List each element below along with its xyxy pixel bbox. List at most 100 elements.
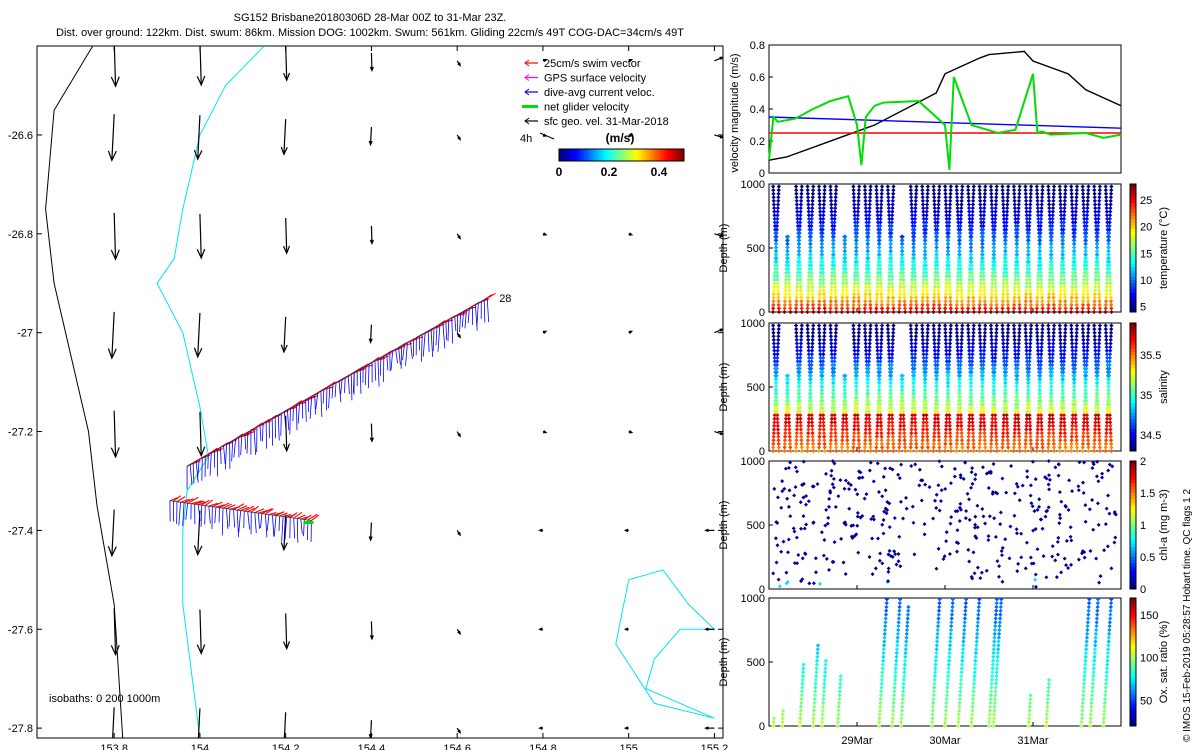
section-point [817,195,822,200]
section-point [796,241,801,247]
section-point [879,295,884,300]
colorbar-cell [664,149,667,161]
section-point [817,205,823,211]
section-point [799,302,804,307]
section-point [828,295,834,300]
section-point [879,291,884,297]
geo-arrow-head [282,245,291,255]
section-point [866,220,872,225]
section-point [864,277,869,282]
colorbar-cell [1130,342,1136,346]
section-point [818,220,823,225]
geo-velocity-arrow [369,522,373,541]
section-point [773,231,778,236]
section-point [833,295,838,300]
dac-vector [247,511,250,530]
colorbar-cell [1130,235,1136,239]
geo-velocity-arrow [112,707,115,738]
colorbar-cell [1130,308,1136,313]
section-point [771,288,777,293]
swim-vector [293,511,303,519]
section-point [880,309,885,315]
geo-arrow-head [628,133,634,137]
colorbar-cell [659,149,662,161]
colorbar-frame [1129,183,1137,313]
section-point [786,266,791,272]
geo-velocity-arrow [370,621,373,639]
section-point [829,205,834,211]
swim-vector [236,505,248,511]
swim-vector [374,357,386,362]
section-point [787,295,792,300]
section-point [784,234,790,239]
dac-vector [286,409,290,431]
section-point [776,299,781,304]
section-point [841,281,846,286]
dac-vector [398,347,401,365]
section-point [830,231,835,236]
section-point [863,195,868,200]
section-point [852,216,858,221]
colorbar-cell [621,149,625,161]
section-point [855,209,861,214]
colorbar-tick-label: 0.5 [1140,552,1155,564]
dac-vector [377,359,380,387]
section-point [865,238,870,243]
geo-arrow-head [457,136,461,141]
section-point [887,231,893,236]
dac-vector [422,332,426,357]
depth-label: Depth (m) [718,224,730,273]
section-point [832,277,837,282]
section-point [799,299,804,304]
colorbar-cell [1130,225,1136,230]
section-point [798,216,803,221]
dac-vector [265,514,268,538]
panel-ytick-label: 0.4 [750,104,765,116]
legend-arrowhead [524,88,530,96]
section-point [793,184,799,189]
section-point [793,306,799,311]
colorbar-cell [661,149,665,161]
colorbar-cell [1130,486,1136,491]
section-point [844,281,849,286]
dac-vector [209,452,212,476]
section-point [832,216,837,221]
section-point [834,306,839,311]
section-point [799,309,805,315]
colorbar-cell [576,149,580,161]
colorbar-cell [1130,367,1136,372]
colorbar-cell [594,149,597,161]
panel-ytick-label: 0.2 [750,136,765,148]
section-point [887,274,892,279]
geo-arrow-head [623,627,629,631]
dac-vector [486,298,490,323]
section-point [807,234,812,239]
section-point [771,299,776,304]
section-point [807,223,812,229]
swim-vector [401,342,413,347]
swim-vector [190,500,203,505]
colorbar-cell [1130,553,1136,558]
section-point [794,205,800,211]
colorbar-cell [636,149,640,161]
section-point [856,195,861,200]
colorbar-cell [584,149,587,161]
dac-vector [461,311,464,328]
section-point [874,198,880,204]
section-point [797,252,802,257]
geo-velocity-arrow [111,509,115,556]
colorbar-cell [1130,348,1136,353]
section-point [784,270,789,275]
geo-arrow-head [704,726,709,730]
section-point [776,195,781,200]
geo-arrow-head [719,234,723,238]
colorbar-cell [1130,264,1136,268]
map-xtick-label: 154.2 [272,743,300,750]
section-point [773,234,778,239]
section-point [853,238,859,243]
section-point [772,220,777,225]
section-point [798,274,803,279]
